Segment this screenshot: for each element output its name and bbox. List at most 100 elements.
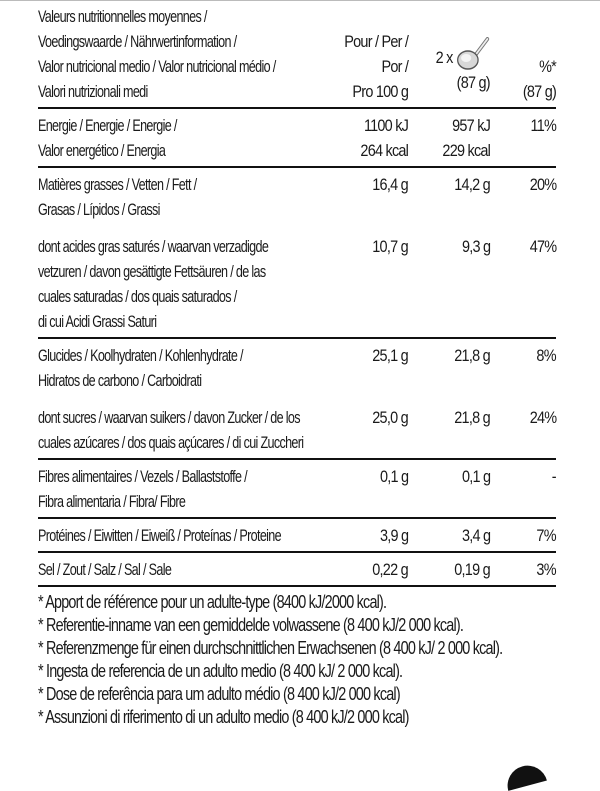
header-label: Valeurs nutritionnelles moyennes / Voedi…: [38, 4, 318, 104]
nutrient-label-line: di cui Acidi Grassi Saturi: [38, 312, 157, 331]
header-col1-line: Por /: [381, 57, 408, 76]
reference-intake: 8%: [533, 343, 557, 368]
header-label-line: Voedingswaarde / Nährwertinformation /: [38, 32, 237, 51]
header-label-line: Valeurs nutritionnelles moyennes /: [38, 7, 207, 26]
per-serving: 0,1 g: [457, 464, 491, 489]
per-100g-value: 264 kcal: [360, 141, 408, 160]
per-100g-value: 25,1 g: [372, 346, 408, 365]
footnotes: * Apport de référence pour un adulte-typ…: [38, 591, 556, 729]
divider: [38, 337, 556, 339]
nutrient-label-line: Energie / Energie / Energie /: [38, 116, 177, 135]
reference-intake-value: -: [551, 467, 557, 486]
per-100g-value: 3,9 g: [379, 526, 409, 545]
nutrient-label-line: dont acides gras saturés / waarvan verza…: [38, 237, 269, 256]
footnote: * Apport de référence pour un adulte-typ…: [38, 592, 387, 612]
decorative-shape: [503, 761, 547, 791]
nutrient-row: Sel / Zout / Salz / Sal / Sale 0,22 g 0,19…: [38, 557, 557, 582]
reference-intake-value: 47%: [529, 237, 556, 256]
nutrient-label-line: cuales saturadas / dos quais saturados /: [38, 287, 237, 306]
per-serving: 0,19 g: [448, 557, 490, 582]
per-100g: 25,1 g: [366, 343, 408, 368]
nutrient-label-line: dont sucres / waarvan suikers / davon Zu…: [38, 408, 301, 427]
top-border: [0, 0, 600, 1]
per-serving: 9,3 g: [457, 234, 491, 259]
per-serving-value: 21,8 g: [454, 408, 490, 427]
per-serving-value: 21,8 g: [454, 346, 490, 365]
per-serving: 14,2 g: [448, 172, 490, 197]
reference-intake: 24%: [525, 405, 556, 430]
per-100g: 25,0 g: [366, 405, 408, 430]
per-100g-value: 0,22 g: [372, 560, 408, 579]
reference-intake: 7%: [533, 523, 557, 548]
header-ri: %* (87 g): [517, 54, 557, 104]
header-label-line: Valor nutricional medio / Valor nutricio…: [38, 57, 276, 76]
per-100g-value: 25,0 g: [372, 408, 408, 427]
per-100g: 0,22 g: [366, 557, 408, 582]
header-col1-line: Pro 100 g: [352, 82, 409, 101]
footnote: * Referentie-inname van een gemiddelde v…: [38, 615, 464, 635]
nutrient-label-line: Grasas / Lípidos / Grassi: [38, 200, 160, 219]
nutrient-row: Glucides / Koolhydraten / Kohlenhydrate …: [38, 343, 557, 393]
nutrient-row: Fibres alimentaires / Vezels / Ballastst…: [38, 464, 557, 514]
nutrient-label-line: Matières grasses / Vetten / Fett /: [38, 175, 197, 194]
per-serving: 21,8 g: [448, 405, 490, 430]
footnote: * Assunzioni di riferimento di un adulto…: [38, 707, 409, 727]
divider: [38, 517, 556, 519]
nutrient-row: dont sucres / waarvan suikers / davon Zu…: [38, 405, 557, 455]
nutrient-label: Sel / Zout / Salz / Sal / Sale: [38, 557, 318, 582]
header-serving-unit: (87 g): [456, 73, 491, 92]
header-col3-line: (87 g): [522, 82, 557, 101]
divider: [38, 458, 556, 460]
per-serving-value: 229 kcal: [442, 141, 490, 160]
footnote: * Ingesta de referencia de un adulto med…: [38, 661, 403, 681]
nutrient-label: Glucides / Koolhydraten / Kohlenhydrate …: [38, 343, 318, 393]
per-serving-value: 14,2 g: [454, 175, 490, 194]
reference-intake: 3%: [533, 557, 557, 582]
nutrient-label: dont acides gras saturés / waarvan verza…: [38, 234, 318, 334]
per-100g: 10,7 g: [366, 234, 408, 259]
row-gap: [38, 393, 556, 405]
nutrient-label-line: Fibres alimentaires / Vezels / Ballastst…: [38, 467, 248, 486]
reference-intake: 20%: [525, 172, 556, 197]
reference-intake-value: 8%: [536, 346, 557, 365]
divider: [38, 107, 556, 109]
per-serving-value: 957 kJ: [452, 116, 491, 135]
nutrient-label-line: Sel / Zout / Salz / Sal / Sale: [38, 560, 172, 579]
per-100g-value: 10,7 g: [372, 237, 408, 256]
divider: [38, 585, 556, 587]
nutrient-label: Fibres alimentaires / Vezels / Ballastst…: [38, 464, 318, 514]
header-per-100g: Pour / Per / Por / Pro 100 g: [333, 29, 409, 104]
per-serving-value: 0,19 g: [454, 560, 490, 579]
per-100g: 3,9 g: [375, 523, 409, 548]
nutrient-label-line: Glucides / Koolhydraten / Kohlenhydrate …: [38, 346, 244, 365]
scoop-icon: [457, 37, 490, 70]
per-serving-value: 9,3 g: [461, 237, 491, 256]
nutrient-row: dont acides gras saturés / waarvan verza…: [38, 234, 557, 334]
reference-intake-value: 20%: [529, 175, 556, 194]
nutrient-label: Energie / Energie / Energie / Valor energ…: [38, 113, 318, 163]
per-100g-value: 0,1 g: [379, 467, 409, 486]
reference-intake: 11%: [526, 113, 556, 138]
divider: [38, 551, 556, 553]
reference-intake: 47%: [525, 234, 556, 259]
header-row: Valeurs nutritionnelles moyennes / Voedi…: [38, 4, 557, 104]
reference-intake-value: 24%: [529, 408, 556, 427]
per-serving-value: 3,4 g: [461, 526, 491, 545]
footnote: * Dose de referência para um adulto médi…: [38, 684, 401, 704]
reference-intake: -: [551, 464, 557, 489]
footnote: * Referenzmenge für einen durchschnittli…: [38, 638, 503, 658]
nutrient-label: Matières grasses / Vetten / Fett / Grasas…: [38, 172, 318, 222]
reference-intake-value: 11%: [530, 116, 556, 135]
nutrient-label-line: cuales azúcares / dos quais açúcares / d…: [38, 433, 304, 452]
serving-count: 2 x: [435, 48, 454, 67]
nutrient-label: Protéines / Eiwitten / Eiweiß / Proteína…: [38, 523, 318, 548]
nutrient-row: Protéines / Eiwitten / Eiweiß / Proteína…: [38, 523, 557, 548]
nutrient-label-line: Protéines / Eiwitten / Eiweiß / Proteína…: [38, 526, 282, 545]
nutrient-row: Energie / Energie / Energie / Valor energ…: [38, 113, 557, 163]
header-col3-line: %*: [539, 57, 557, 76]
divider: [38, 166, 556, 168]
per-100g-value: 1100 kJ: [363, 116, 409, 135]
per-serving: 21,8 g: [448, 343, 490, 368]
nutrient-label-line: Fibra alimentaria / Fibra/ Fibre: [38, 492, 186, 511]
per-100g: 16,4 g: [366, 172, 408, 197]
